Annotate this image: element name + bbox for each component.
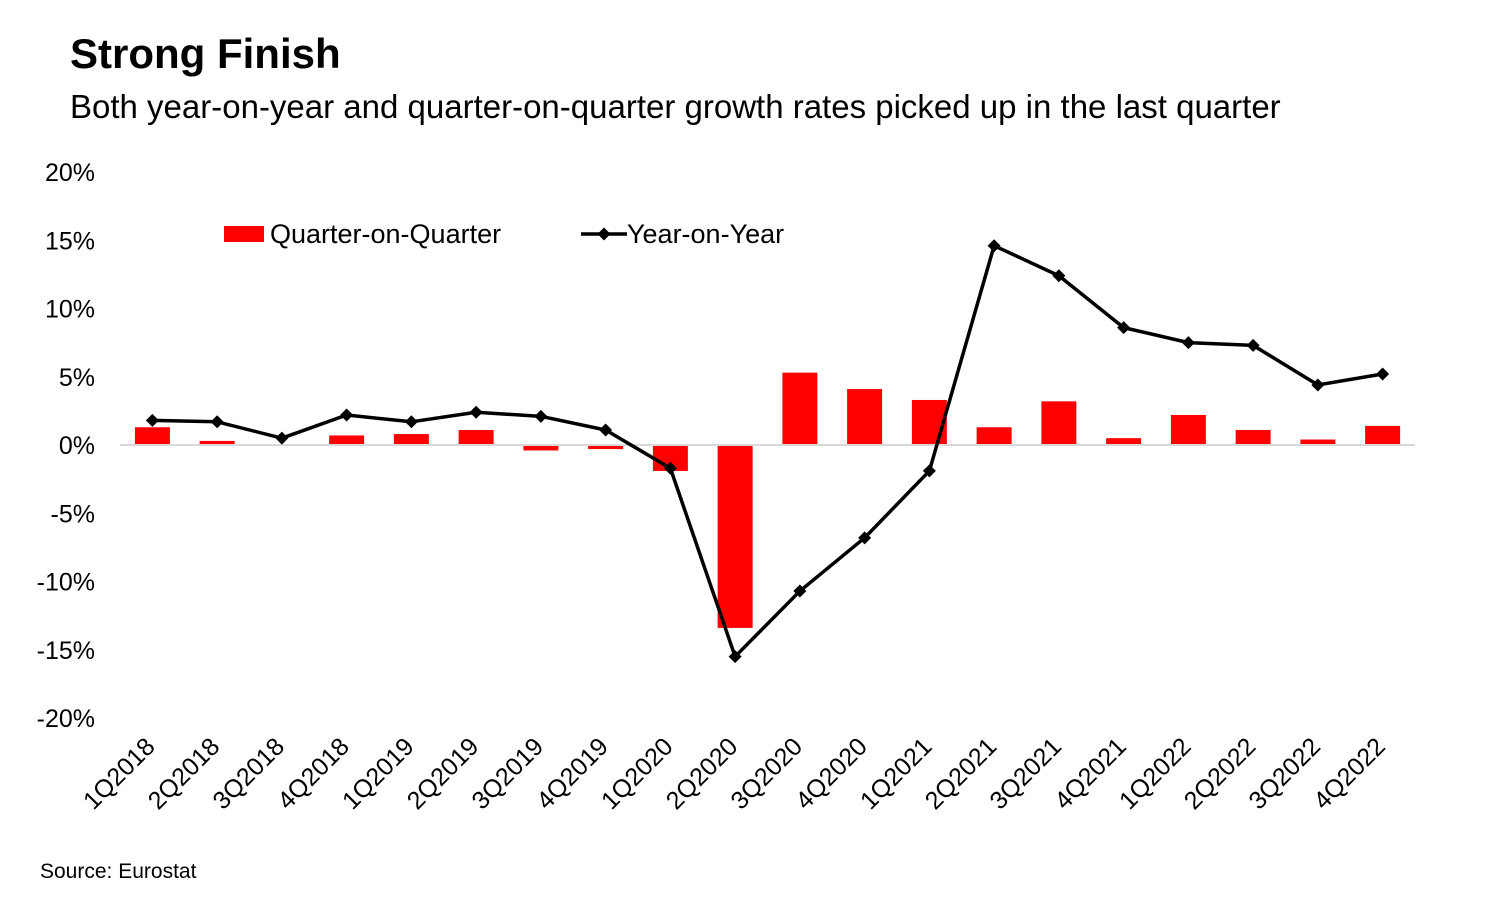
qoq-bar	[329, 435, 365, 445]
x-tick-label: 2Q2019	[402, 732, 485, 815]
combo-chart: 20%15%10%5%0%-5%-10%-15%-20% 1Q20182Q201…	[37, 159, 1415, 815]
y-tick-label: -5%	[51, 500, 95, 528]
yoy-marker	[145, 413, 159, 427]
x-tick-label: 3Q2021	[984, 732, 1067, 815]
qoq-bar	[1365, 425, 1401, 445]
yoy-marker	[1376, 367, 1390, 381]
source-note: Source: Eurostat	[40, 860, 197, 883]
qoq-bar	[588, 445, 624, 450]
yoy-marker	[599, 423, 613, 437]
bar-series	[134, 372, 1401, 628]
x-tick-label: 2Q2018	[143, 732, 226, 815]
qoq-bar	[847, 389, 883, 445]
x-tick-label: 4Q2021	[1049, 732, 1132, 815]
yoy-marker	[1246, 338, 1260, 352]
yoy-marker	[1117, 321, 1131, 335]
chart-title: Strong Finish	[70, 30, 341, 77]
x-tick-label: 1Q2019	[337, 732, 420, 815]
qoq-bar	[393, 434, 429, 445]
qoq-bar	[199, 440, 235, 445]
y-tick-label: 20%	[45, 159, 95, 187]
qoq-bar	[1170, 414, 1206, 445]
y-tick-label: 10%	[45, 296, 95, 324]
legend-swatch-qoq	[224, 226, 264, 242]
yoy-marker	[534, 409, 548, 423]
qoq-bar	[1300, 439, 1336, 445]
yoy-marker	[728, 650, 742, 664]
yoy-marker	[210, 415, 224, 429]
x-tick-label: 3Q2020	[725, 732, 808, 815]
yoy-marker	[404, 415, 418, 429]
legend-label-yoy: Year-on-Year	[627, 219, 784, 249]
x-tick-label: 3Q2019	[466, 732, 549, 815]
y-tick-label: 15%	[45, 227, 95, 255]
yoy-marker	[922, 464, 936, 478]
qoq-bar	[717, 445, 753, 628]
yoy-marker	[987, 239, 1001, 253]
x-tick-label: 2Q2021	[920, 732, 1003, 815]
yoy-marker	[858, 531, 872, 545]
qoq-bar	[523, 445, 559, 451]
yoy-marker	[793, 584, 807, 598]
legend-label-qoq: Quarter-on-Quarter	[270, 219, 501, 249]
y-tick-label: 5%	[59, 364, 95, 392]
x-tick-label: 1Q2018	[78, 732, 161, 815]
yoy-marker	[1311, 378, 1325, 392]
yoy-marker	[1181, 336, 1195, 350]
y-tick-label: -10%	[37, 569, 95, 597]
yoy-marker	[469, 405, 483, 419]
x-tick-label: 3Q2022	[1243, 732, 1326, 815]
x-tick-label: 1Q2020	[596, 732, 679, 815]
qoq-bar	[911, 399, 947, 445]
line-series	[145, 239, 1390, 664]
y-tick-label: -15%	[37, 637, 95, 665]
x-tick-label: 2Q2022	[1179, 732, 1262, 815]
qoq-bar	[782, 372, 818, 445]
qoq-bar	[1041, 401, 1077, 445]
x-tick-label: 4Q2018	[272, 732, 355, 815]
yoy-marker	[275, 431, 289, 445]
y-tick-label: 0%	[59, 432, 95, 460]
x-tick-label: 3Q2018	[207, 732, 290, 815]
x-tick-label: 2Q2020	[661, 732, 744, 815]
x-tick-label: 1Q2022	[1114, 732, 1197, 815]
yoy-marker	[663, 461, 677, 475]
x-tick-label: 4Q2020	[790, 732, 873, 815]
qoq-bar	[458, 429, 494, 445]
qoq-bar	[134, 427, 170, 445]
y-axis-ticks: 20% 15% 10% 5% 0% -5% -10% -15% -20%	[37, 159, 95, 733]
qoq-bar	[976, 427, 1012, 445]
yoy-marker	[340, 408, 354, 422]
yoy-line	[152, 243, 1383, 659]
qoq-bar	[1106, 438, 1142, 445]
legend: Quarter-on-Quarter Year-on-Year	[224, 219, 784, 249]
x-tick-label: 4Q2022	[1308, 732, 1391, 815]
legend-marker-yoy	[597, 227, 611, 241]
y-tick-label: -20%	[37, 705, 95, 733]
chart-subtitle: Both year-on-year and quarter-on-quarter…	[70, 88, 1281, 125]
x-tick-label: 1Q2021	[855, 732, 938, 815]
yoy-marker	[1052, 269, 1066, 283]
qoq-bar	[1235, 429, 1271, 445]
x-tick-label: 4Q2019	[531, 732, 614, 815]
x-axis-ticks: 1Q20182Q20183Q20184Q20181Q20192Q20193Q20…	[78, 732, 1391, 815]
